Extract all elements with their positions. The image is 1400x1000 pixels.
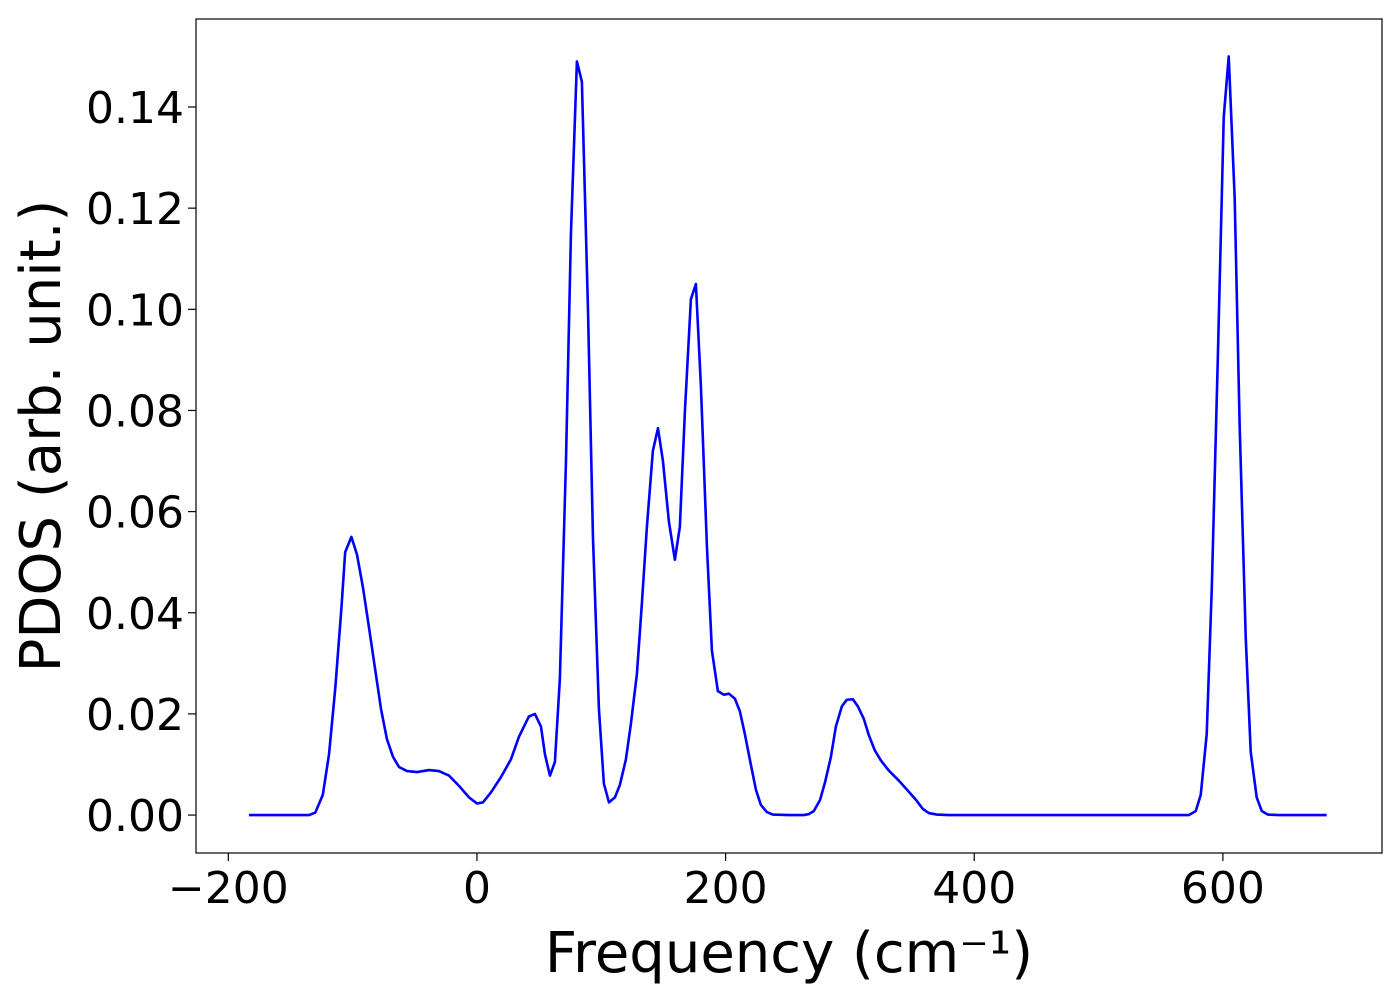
y-tick-label: 0.06 <box>86 488 184 539</box>
y-tick-label: 0.12 <box>86 184 184 235</box>
y-tick-label: 0.04 <box>86 589 184 640</box>
x-tick-label: 0 <box>463 863 491 914</box>
x-tick-label: 400 <box>932 863 1016 914</box>
y-tick-label: 0.14 <box>86 83 184 134</box>
x-tick-label: −200 <box>168 863 289 914</box>
plot-frame <box>195 18 1383 854</box>
y-tick-label: 0.02 <box>86 690 184 741</box>
y-tick-label: 0.08 <box>86 386 184 437</box>
y-tick-label: 0.10 <box>86 285 184 336</box>
y-axis-label: PDOS (arb. unit.) <box>9 200 74 673</box>
x-tick-label: 600 <box>1181 863 1265 914</box>
x-tick-label: 200 <box>684 863 768 914</box>
x-axis-label: Frequency (cm⁻¹) <box>545 921 1033 986</box>
line-series <box>248 55 1327 817</box>
y-tick-label: 0.00 <box>86 791 184 842</box>
